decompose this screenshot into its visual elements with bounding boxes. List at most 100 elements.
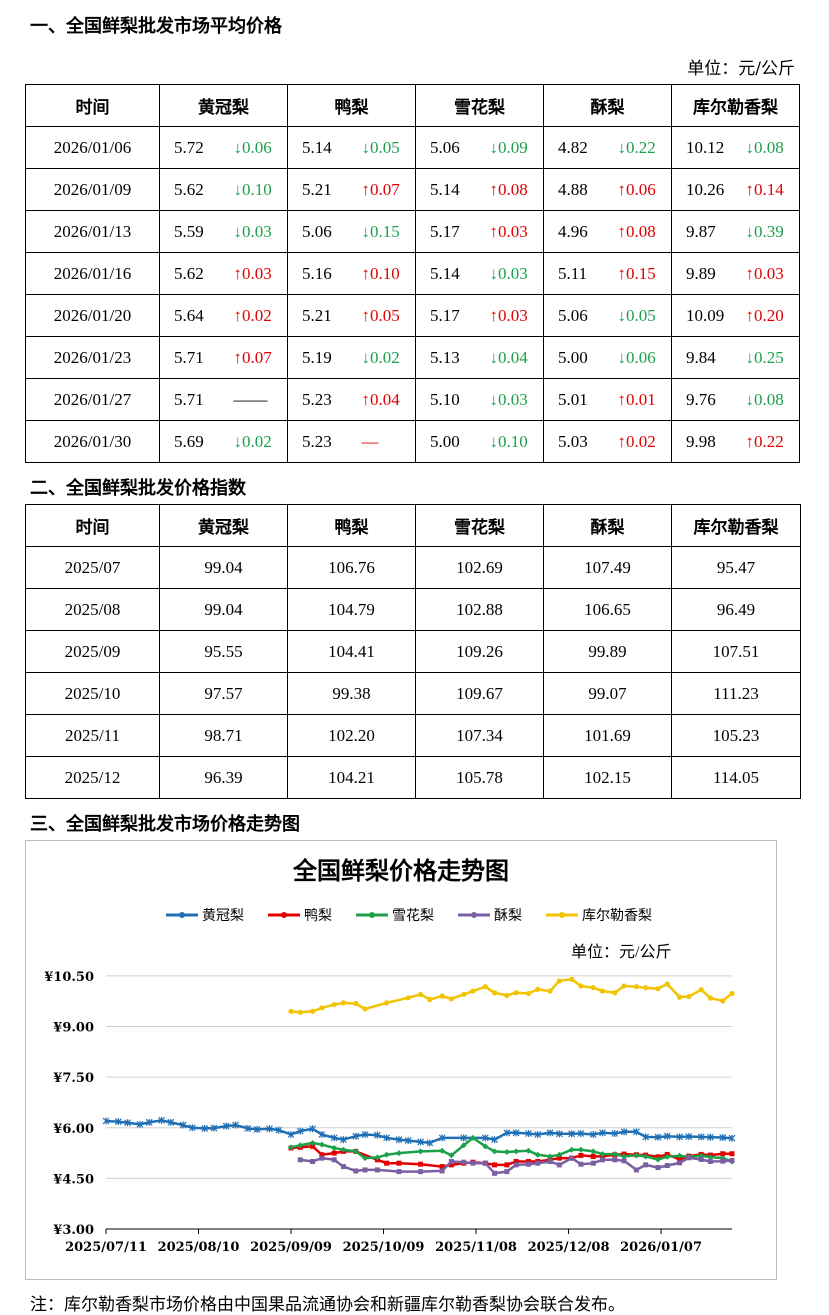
- price-cell: 4.82: [543, 126, 606, 169]
- data-point: [654, 1156, 661, 1163]
- legend-marker: [281, 912, 287, 918]
- index-cell: 104.21: [287, 756, 416, 799]
- data-point: [676, 994, 683, 1000]
- price-cell: 5.00: [415, 420, 478, 463]
- data-point: [470, 988, 476, 994]
- index-cell: 107.51: [671, 630, 801, 673]
- data-point: [569, 976, 575, 982]
- data-point: [404, 1137, 412, 1145]
- index-cell: 106.76: [287, 546, 416, 589]
- data-point: [707, 1159, 713, 1164]
- table-row: 2025/09 95.55 104.41 109.26 99.89 107.51: [25, 630, 801, 673]
- data-point: [417, 991, 424, 998]
- data-point: [590, 1160, 596, 1166]
- data-point: [460, 1142, 467, 1149]
- data-point: [621, 1158, 627, 1164]
- x-tick-label: 2025/09/09: [250, 1240, 332, 1255]
- price-index-table: 时间 黄冠梨 鸭梨 雪花梨 酥梨 库尔勒香梨 2025/07 99.04 106.7…: [25, 504, 801, 799]
- data-point: [438, 1134, 446, 1142]
- data-point: [556, 1162, 562, 1168]
- data-point: [578, 1161, 584, 1167]
- price-cell: 10.26: [671, 168, 734, 211]
- date-cell: 2025/09: [25, 630, 160, 673]
- data-point: [331, 1150, 337, 1156]
- legend-label: 库尔勒香梨: [582, 908, 652, 924]
- change-cell: —: [349, 420, 416, 463]
- data-point: [124, 1119, 132, 1127]
- price-cell: 5.16: [287, 252, 350, 295]
- change-cell: ↓0.05: [605, 294, 672, 337]
- data-point: [577, 1146, 584, 1153]
- change-cell: ↓0.02: [221, 420, 288, 463]
- price-cell: 5.01: [543, 378, 606, 421]
- change-cell: ——: [221, 378, 288, 421]
- data-point: [361, 1131, 369, 1138]
- data-point: [266, 1125, 273, 1133]
- table-header-row: 时间 黄冠梨 鸭梨 雪花梨 酥梨 库尔勒香梨: [25, 504, 801, 547]
- data-point: [677, 1156, 683, 1162]
- footnote: 注：库尔勒香梨市场价格由中国果品流通协会和新疆库尔勒香梨协会联合发布。: [30, 1295, 625, 1314]
- data-point: [395, 1150, 402, 1157]
- index-cell: 107.49: [543, 546, 672, 589]
- data-point: [547, 1153, 554, 1160]
- change-cell: ↓0.10: [221, 168, 288, 211]
- table-row: 2025/08 99.04 104.79 102.88 106.65 96.49: [25, 588, 801, 631]
- index-cell: 111.23: [671, 672, 801, 715]
- data-point: [340, 1164, 346, 1170]
- price-cell: 5.71: [159, 336, 222, 379]
- data-point: [589, 1131, 597, 1138]
- data-point: [621, 983, 627, 989]
- data-point: [396, 1169, 402, 1175]
- data-point: [384, 1000, 390, 1006]
- data-point: [362, 1006, 368, 1012]
- data-point: [720, 1151, 726, 1157]
- data-point: [309, 1125, 317, 1133]
- data-point: [599, 988, 606, 994]
- price-cell: 5.00: [543, 336, 606, 379]
- data-point: [383, 1134, 391, 1142]
- change-cell: ↑0.05: [349, 294, 416, 337]
- header-suli: 酥梨: [543, 504, 672, 547]
- y-tick-label: ¥4.50: [53, 1172, 94, 1187]
- data-point: [210, 1124, 218, 1132]
- data-point: [145, 1118, 153, 1126]
- price-cell: 10.09: [671, 294, 734, 337]
- data-point: [491, 1136, 498, 1144]
- y-tick-label: ¥6.00: [53, 1122, 94, 1137]
- date-cell: 2026/01/06: [25, 126, 160, 169]
- data-point: [362, 1167, 368, 1173]
- change-cell: ↑0.03: [733, 252, 800, 295]
- change-cell: ↓0.39: [733, 210, 800, 253]
- data-point: [677, 1160, 683, 1166]
- data-point: [439, 993, 445, 999]
- data-point: [590, 1148, 597, 1155]
- data-point: [546, 1129, 554, 1137]
- data-point: [655, 1165, 661, 1171]
- change-cell: ↑0.03: [477, 210, 544, 253]
- change-cell: ↓0.09: [477, 126, 544, 169]
- index-cell: 97.57: [159, 672, 288, 715]
- change-cell: ↓0.22: [605, 126, 672, 169]
- data-point: [340, 1000, 347, 1006]
- data-point: [663, 1132, 671, 1140]
- data-point: [698, 987, 704, 993]
- data-point: [158, 1116, 165, 1124]
- date-cell: 2026/01/20: [25, 294, 160, 337]
- data-point: [318, 1141, 325, 1148]
- data-point: [720, 1158, 726, 1164]
- index-cell: 95.47: [671, 546, 801, 589]
- data-point: [642, 1133, 650, 1141]
- data-point: [578, 983, 584, 989]
- data-point: [296, 1127, 304, 1135]
- data-point: [288, 1008, 294, 1014]
- change-cell: ↑0.04: [349, 378, 416, 421]
- change-cell: ↓0.03: [477, 252, 544, 295]
- data-point: [719, 1134, 727, 1142]
- data-point: [535, 986, 541, 992]
- data-point: [729, 1151, 735, 1157]
- data-point: [504, 992, 510, 999]
- price-cell: 5.19: [287, 336, 350, 379]
- date-cell: 2025/11: [25, 714, 160, 757]
- data-point: [534, 1151, 541, 1158]
- series-line: [290, 1136, 733, 1163]
